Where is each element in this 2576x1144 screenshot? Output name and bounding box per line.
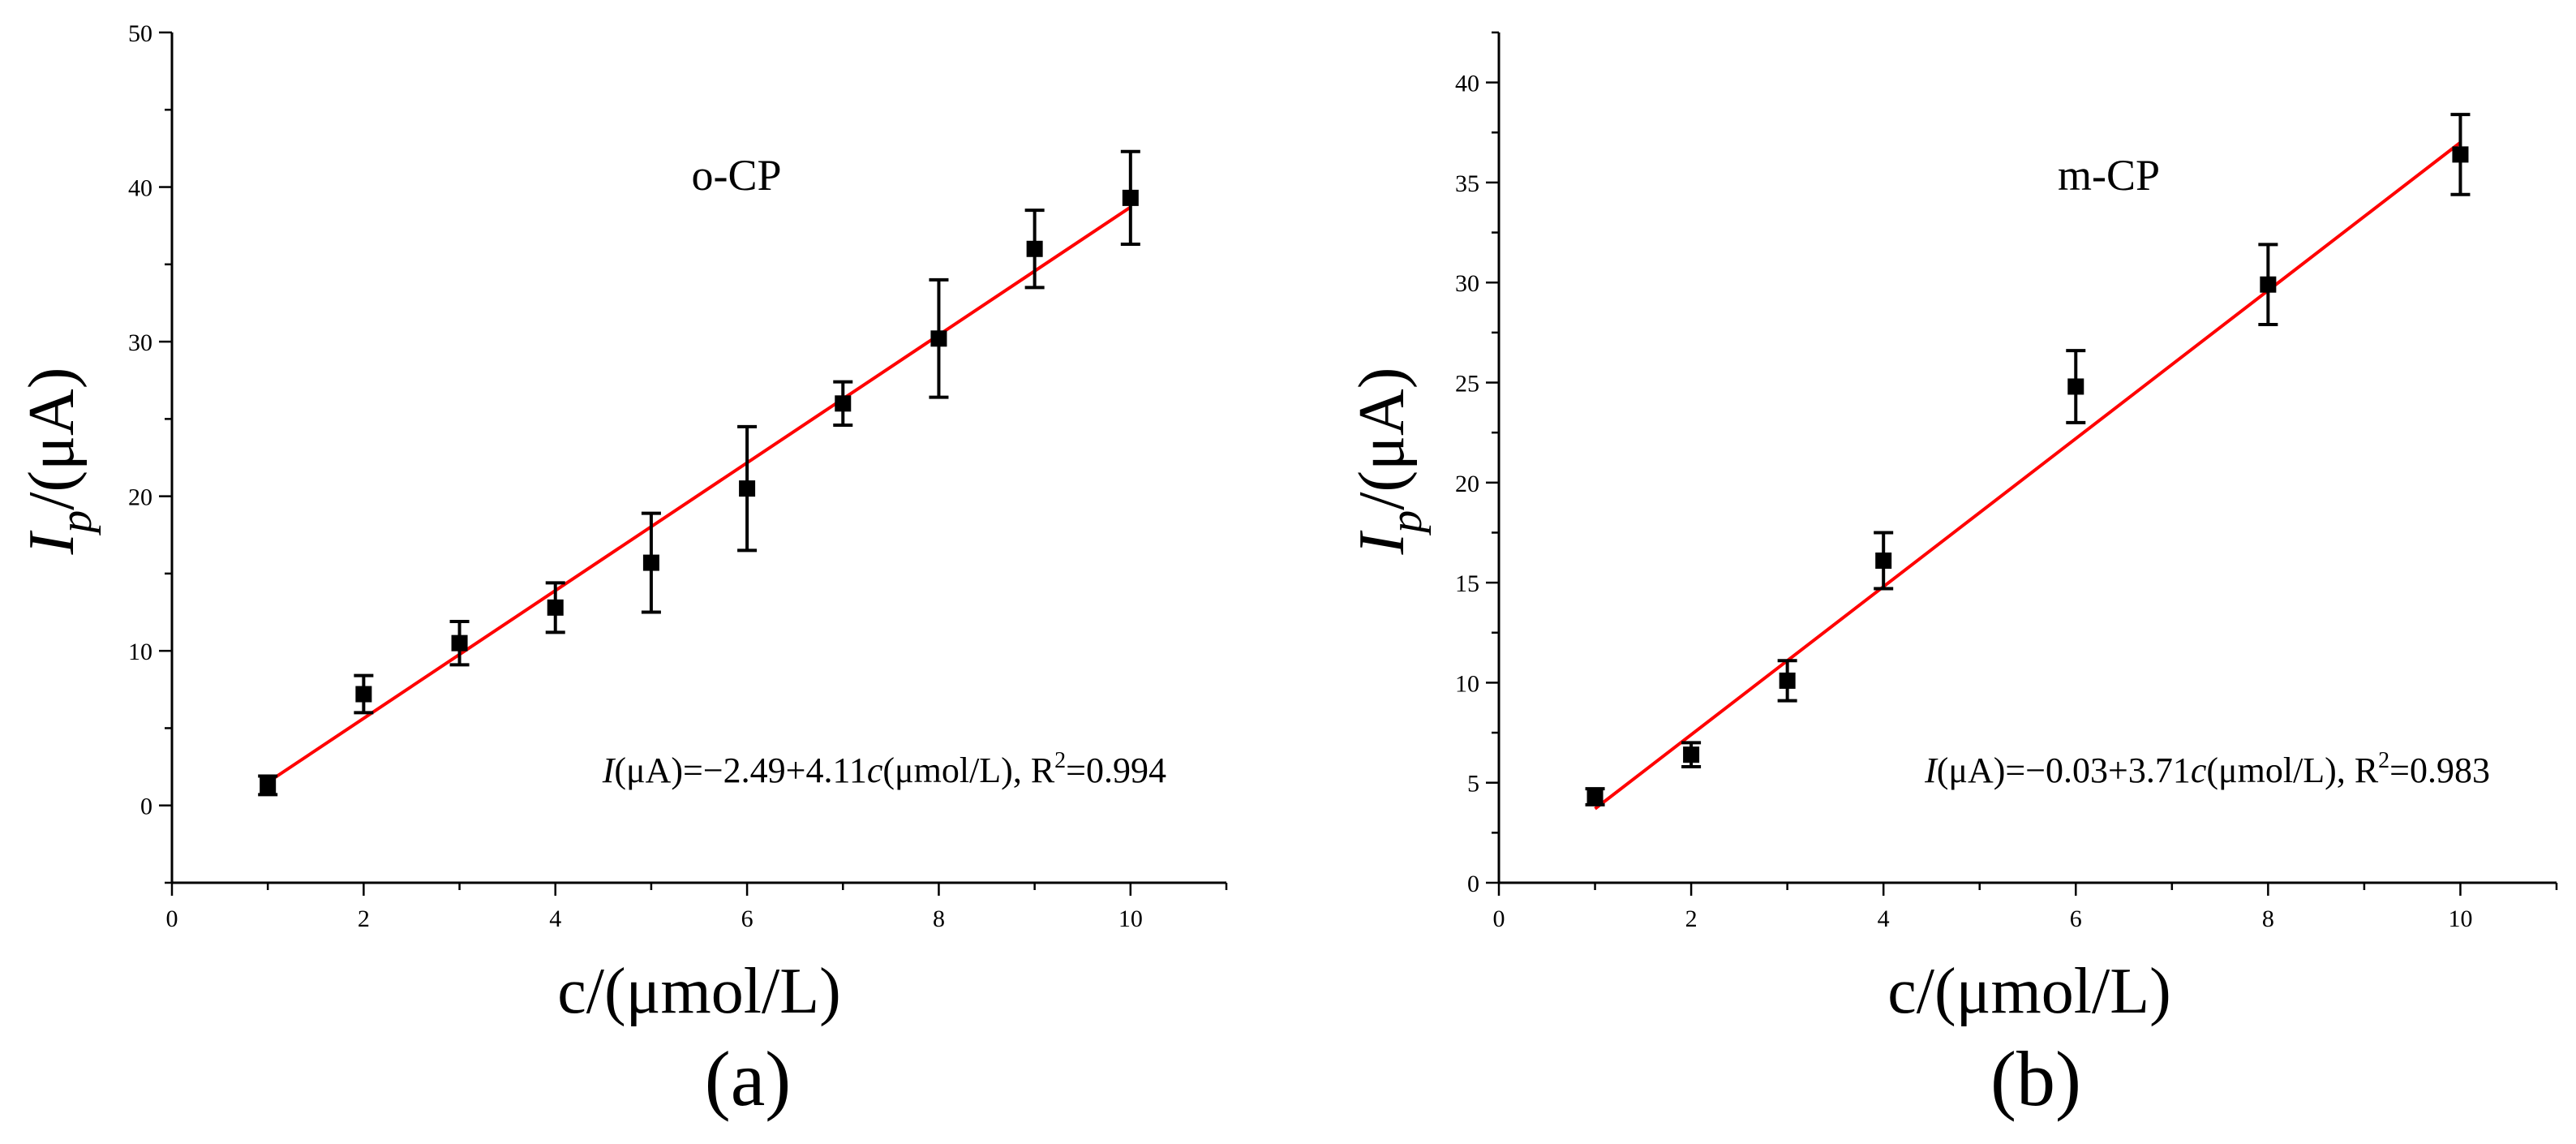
- chart-panel-a: 0 2 4 6 8 10 0 10 20 30 40 50 c/(μmol/L) Ip/(μA) o-CP I…: [16, 20, 1228, 1122]
- data-point: [1586, 788, 1604, 805]
- equation-current-symbol: I: [1924, 750, 1938, 790]
- fit-equation: I(μA)=−2.49+4.11c(μmol/L), R2=0.994: [602, 748, 1166, 790]
- equation-current-symbol: I: [602, 750, 616, 790]
- equation-text: (μA)=−2.49+4.11: [614, 750, 866, 790]
- x-tick-label: 0: [1493, 905, 1505, 932]
- y-axis-title-subscript: p: [1381, 510, 1432, 536]
- y-tick-label: 30: [128, 329, 152, 356]
- y-axis-title-symbol: I: [16, 530, 88, 555]
- equation-concentration-symbol: c: [2191, 750, 2207, 790]
- data-point: [2452, 146, 2469, 163]
- equation-text: (μmol/L), R: [2206, 750, 2378, 790]
- equation-concentration-symbol: c: [867, 750, 883, 790]
- equation-text: (μA)=−0.03+3.71: [1937, 750, 2191, 790]
- data-point: [642, 554, 659, 571]
- y-tick-label: 10: [1455, 670, 1479, 697]
- data-point: [260, 776, 277, 793]
- y-axis-title: Ip/(μA): [1346, 368, 1432, 556]
- y-axis-title-symbol: I: [1346, 530, 1418, 555]
- x-axis-title: c/(μmol/L): [1887, 956, 2170, 1027]
- fit-line: [1594, 141, 2462, 811]
- data-point: [739, 480, 756, 497]
- chart-title: m-CP: [2058, 151, 2160, 200]
- data-point: [547, 599, 564, 616]
- data-point: [835, 395, 852, 412]
- y-axis-title-subscript: p: [51, 510, 101, 536]
- data-point: [355, 686, 372, 703]
- fit-line: [267, 205, 1131, 784]
- y-tick-label: 40: [128, 175, 152, 202]
- y-tick-label: 20: [1455, 471, 1479, 497]
- x-tick-label: 8: [933, 905, 945, 932]
- y-tick-label: 0: [140, 793, 152, 820]
- data-point: [1026, 240, 1043, 257]
- y-axis-title: Ip/(μA): [16, 368, 101, 556]
- y-tick-label: 30: [1455, 270, 1479, 297]
- y-axis-title-unit: /(μA): [1346, 368, 1418, 510]
- x-tick-label: 10: [2448, 905, 2472, 932]
- y-tick-label: 25: [1455, 371, 1479, 398]
- x-tick-label: 6: [741, 905, 753, 932]
- y-tick-label: 10: [128, 639, 152, 665]
- x-tick-label: 2: [358, 905, 370, 932]
- data-point: [1122, 189, 1139, 206]
- equation-text: (μmol/L), R: [882, 750, 1054, 790]
- chart-panel-b: 0 2 4 6 8 10 0 5 10 15 20 25 30 35 40 c/(μmol/L) Ip/(μA)…: [1346, 31, 2558, 1122]
- x-axis-title: c/(μmol/L): [557, 956, 840, 1027]
- data-point: [2067, 378, 2084, 395]
- data-point: [1683, 746, 1700, 763]
- y-tick-label: 40: [1455, 71, 1479, 97]
- y-tick-label: 50: [128, 20, 152, 47]
- y-tick-label: 35: [1455, 170, 1479, 197]
- x-tick-label: 0: [166, 905, 178, 932]
- x-tick-label: 6: [2070, 905, 2082, 932]
- x-tick-label: 4: [549, 905, 561, 932]
- y-tick-label: 0: [1467, 871, 1479, 897]
- y-axis-title-unit: /(μA): [16, 368, 88, 510]
- panel-label: (a): [705, 1035, 792, 1122]
- equation-r2-value: =0.983: [2389, 750, 2490, 790]
- equation-r2-value: =0.994: [1066, 750, 1166, 790]
- x-tick-label: 2: [1685, 905, 1698, 932]
- x-tick-label: 8: [2262, 905, 2274, 932]
- y-tick-label: 5: [1467, 771, 1479, 798]
- y-tick-label: 20: [128, 484, 152, 511]
- data-point: [930, 330, 947, 347]
- chart-title: o-CP: [691, 151, 781, 200]
- data-point: [2260, 276, 2277, 293]
- panel-label: (b): [1990, 1035, 2081, 1122]
- x-tick-label: 10: [1118, 905, 1143, 932]
- fit-equation: I(μA)=−0.03+3.71c(μmol/L), R2=0.983: [1924, 748, 2490, 790]
- equation-superscript: 2: [2378, 748, 2389, 773]
- equation-superscript: 2: [1054, 748, 1066, 773]
- y-tick-label: 15: [1455, 570, 1479, 597]
- data-point: [451, 634, 468, 652]
- x-tick-label: 4: [1878, 905, 1890, 932]
- data-point: [1779, 672, 1796, 689]
- data-point: [1875, 552, 1892, 569]
